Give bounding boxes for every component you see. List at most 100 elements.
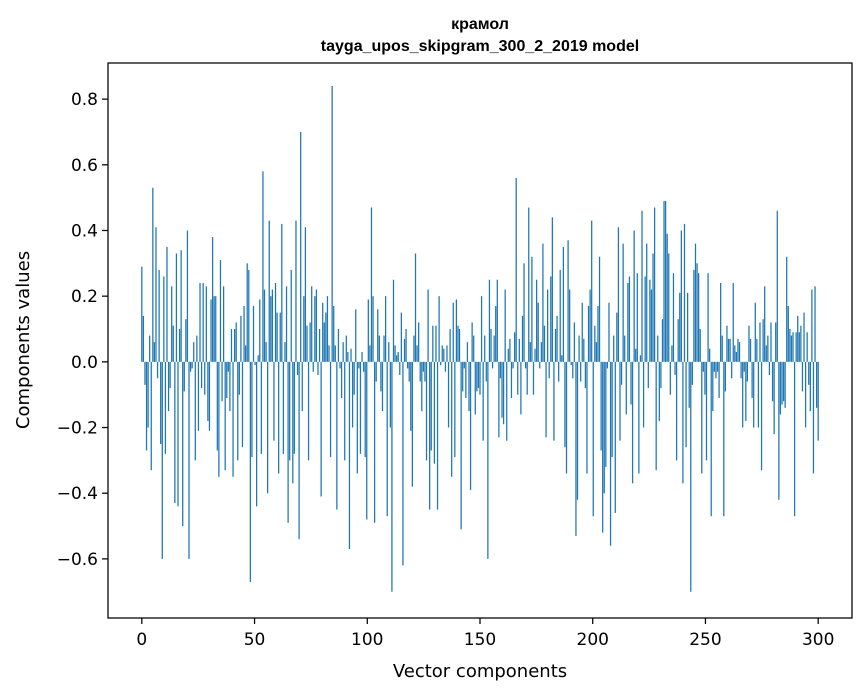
bar [197,361,200,431]
bar [572,361,574,379]
bar [408,361,410,382]
bar [800,325,802,362]
bar [202,283,204,362]
bar [289,361,291,461]
bar [631,361,634,484]
bar [767,335,769,362]
bar [210,299,212,362]
y-axis-ticks: −0.6 −0.4 −0.2 0.0 0.2 0.4 0.6 0.8 [57,90,108,570]
bar [249,361,251,582]
bar [653,207,656,362]
bar [318,329,321,362]
bar [167,361,170,412]
bar [457,325,459,362]
x-tick-label: 300 [802,630,834,650]
bar [569,289,571,362]
bar [466,342,469,362]
bar [554,329,557,362]
bar [339,361,341,369]
bar [465,361,467,398]
bar [811,289,813,362]
bar [205,286,207,362]
bar [425,361,428,461]
bar [185,319,187,362]
bar [545,361,547,438]
bar [594,325,596,362]
bar [619,361,621,441]
bar [329,361,332,458]
bar [710,361,712,517]
bar [779,361,782,415]
bar [219,260,222,362]
bar [410,361,412,431]
bar [359,361,362,454]
bar [658,361,660,421]
bar [356,361,358,474]
bar [315,289,318,362]
x-axis-label: Vector components [393,661,567,682]
bar [245,345,247,362]
bar [620,361,623,385]
bar [517,361,519,395]
bar [178,329,181,362]
bar [336,361,338,510]
bar [606,361,609,369]
bar [644,276,646,362]
bar [429,361,431,510]
bar [705,361,708,461]
bar [230,329,233,362]
bar [421,361,423,412]
bar [688,361,690,408]
bar [227,361,229,372]
bar [498,361,500,438]
bar [285,286,288,362]
bar [378,335,380,362]
bar [709,348,711,362]
bar [182,361,184,527]
bar [171,286,173,362]
bar [268,220,270,362]
bar [460,361,462,530]
bar [342,342,344,362]
bar [381,361,384,412]
bar [232,361,234,477]
bar [723,361,725,517]
bar [698,273,700,362]
bar [776,210,778,362]
bar [652,253,654,362]
bar [707,273,709,362]
bar [576,361,579,500]
bar [509,338,511,362]
bar [254,361,256,366]
bar [672,273,675,362]
bar [471,322,473,362]
bar [193,342,195,362]
bar [532,361,535,395]
bars-group [141,85,819,592]
bar [760,361,763,471]
bar [745,361,747,421]
bar [762,319,764,362]
bar [787,306,789,362]
bar [144,361,146,385]
bar [507,348,509,362]
bar [690,361,692,592]
bar [161,361,163,559]
bar [726,325,728,362]
bar [547,289,549,362]
bar [696,263,698,362]
bar [458,329,461,362]
bar [163,276,165,362]
bar [638,361,640,474]
bar [251,361,253,458]
bar [529,342,531,362]
bar [797,315,799,362]
bar [158,269,160,362]
bar [815,361,818,408]
bar [501,361,503,418]
bar [795,332,797,362]
bar [570,361,572,366]
bar [451,361,453,477]
bar [693,269,695,362]
